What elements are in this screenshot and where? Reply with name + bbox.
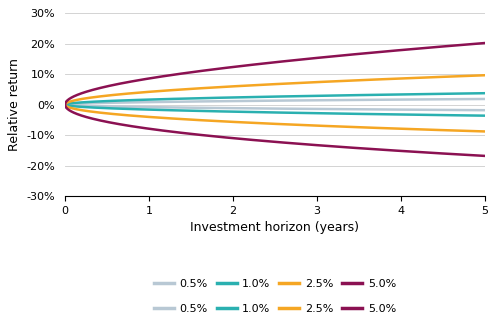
Legend: 0.5%, 1.0%, 2.5%, 5.0%: 0.5%, 1.0%, 2.5%, 5.0% bbox=[150, 300, 400, 319]
X-axis label: Investment horizon (years): Investment horizon (years) bbox=[190, 221, 360, 234]
Y-axis label: Relative return: Relative return bbox=[8, 58, 21, 151]
